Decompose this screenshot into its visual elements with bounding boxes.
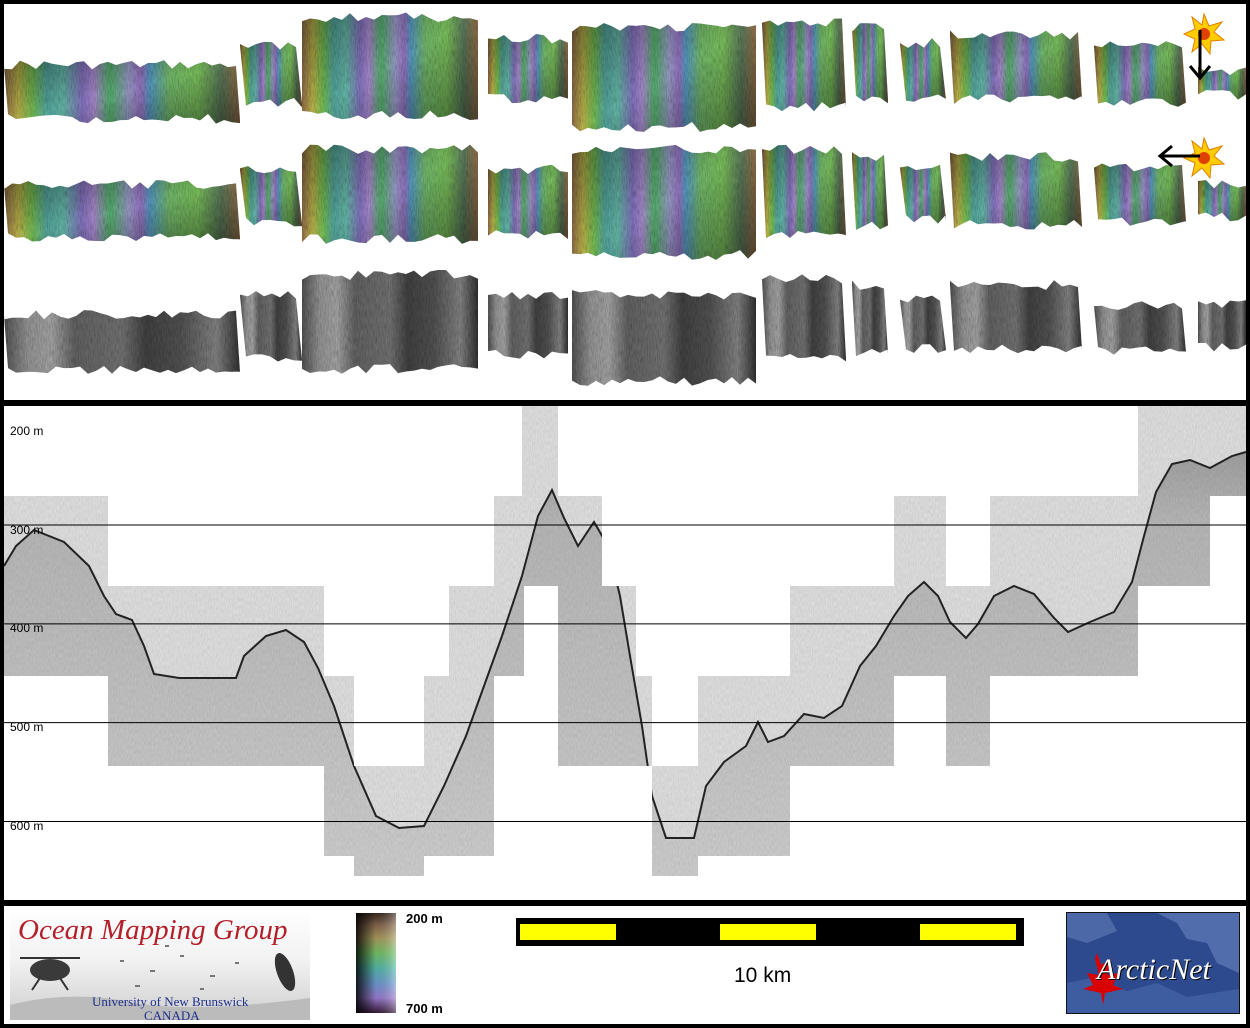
hillshade-overlay <box>852 152 888 230</box>
arcticnet-logo-text: ArcticNet <box>1097 953 1211 986</box>
legend-label-top: 200 m <box>406 911 443 926</box>
hillshade-overlay <box>240 41 302 108</box>
map-block <box>240 291 302 362</box>
hillshade-overlay <box>950 30 1082 104</box>
map-block <box>1198 300 1246 352</box>
ocean-logo-graphic <box>10 945 310 1020</box>
backscatter-mosaic <box>4 270 1246 386</box>
map-block <box>950 280 1082 354</box>
hillshade-overlay <box>762 144 846 239</box>
hillshade-overlay <box>240 166 302 227</box>
seabed-line <box>4 451 1246 839</box>
sun-icon-west <box>1157 136 1226 180</box>
sediment-fill <box>4 452 1246 900</box>
hillshade-overlay <box>762 18 846 112</box>
hillshade-overlay <box>488 164 568 240</box>
scale-bar-label: 10 km <box>734 964 792 987</box>
legend-label-bottom: 700 m <box>406 1001 443 1016</box>
footer-panel: Ocean Mapping Group University of New Br… <box>4 906 1246 1024</box>
ocean-logo-title: Ocean Mapping Group <box>18 914 288 946</box>
hillshade-overlay <box>302 144 478 244</box>
scale-bar-segment <box>620 924 716 940</box>
scale-bar-segment <box>820 924 916 940</box>
arcticnet-logo: ArcticNet <box>1066 912 1240 1014</box>
multibeam-maps-panel <box>4 4 1246 400</box>
depth-tick-label: 600 m <box>10 818 44 833</box>
subbottom-profile-panel: 200 m 300 m 400 m 500 m 600 m <box>4 406 1246 900</box>
hillshade-overlay <box>1094 41 1186 107</box>
ocean-logo-country: CANADA <box>144 1008 200 1020</box>
hillshade-overlay <box>1094 163 1186 226</box>
scale-bar-segment <box>520 924 616 940</box>
depth-color-legend <box>356 913 396 1013</box>
map-strips <box>4 12 1246 386</box>
scale-bar-segment <box>720 924 816 940</box>
hillshade-overlay <box>4 60 240 124</box>
hillshade-overlay <box>302 12 478 120</box>
map-block <box>4 310 240 374</box>
shaded-relief-north-illumination <box>4 12 1246 132</box>
depth-gridlines <box>4 524 1246 822</box>
depth-tick-label: 300 m <box>10 522 44 537</box>
map-block <box>900 295 946 353</box>
depth-tick-label: 500 m <box>10 720 44 735</box>
map-block <box>488 292 568 359</box>
scale-bar-segment <box>920 924 1016 940</box>
depth-tick-label: 400 m <box>10 621 44 636</box>
depth-tick-label: 200 m <box>10 423 44 438</box>
ocean-logo-university: University of New Brunswick <box>92 994 249 1009</box>
hillshade-overlay <box>852 23 888 104</box>
maple-leaf-icon <box>1083 953 1123 1005</box>
arcticnet-logo-graphic <box>1067 913 1239 1013</box>
sun-icon-north <box>1182 12 1226 81</box>
map-block <box>572 290 756 386</box>
map-block <box>762 274 846 362</box>
subbottom-profile <box>4 406 1246 900</box>
seabed-reflector <box>4 451 1246 900</box>
hillshade-overlay <box>1198 66 1246 100</box>
hillshade-overlay <box>572 23 756 132</box>
map-block <box>302 270 478 374</box>
profile-window <box>522 406 558 496</box>
shaded-relief-west-illumination <box>4 144 1246 260</box>
hillshade-overlay <box>488 34 568 104</box>
hillshade-overlay <box>900 164 946 224</box>
hillshade-overlay <box>900 38 946 102</box>
hillshade-overlay <box>4 180 240 242</box>
scale-bar <box>516 918 1024 946</box>
hillshade-overlay <box>950 152 1082 230</box>
hillshade-overlay <box>572 145 756 260</box>
map-block <box>1094 301 1186 355</box>
map-block <box>852 280 888 357</box>
hillshade-overlay <box>1198 180 1246 222</box>
ocean-mapping-group-logo: Ocean Mapping Group University of New Br… <box>10 910 310 1020</box>
